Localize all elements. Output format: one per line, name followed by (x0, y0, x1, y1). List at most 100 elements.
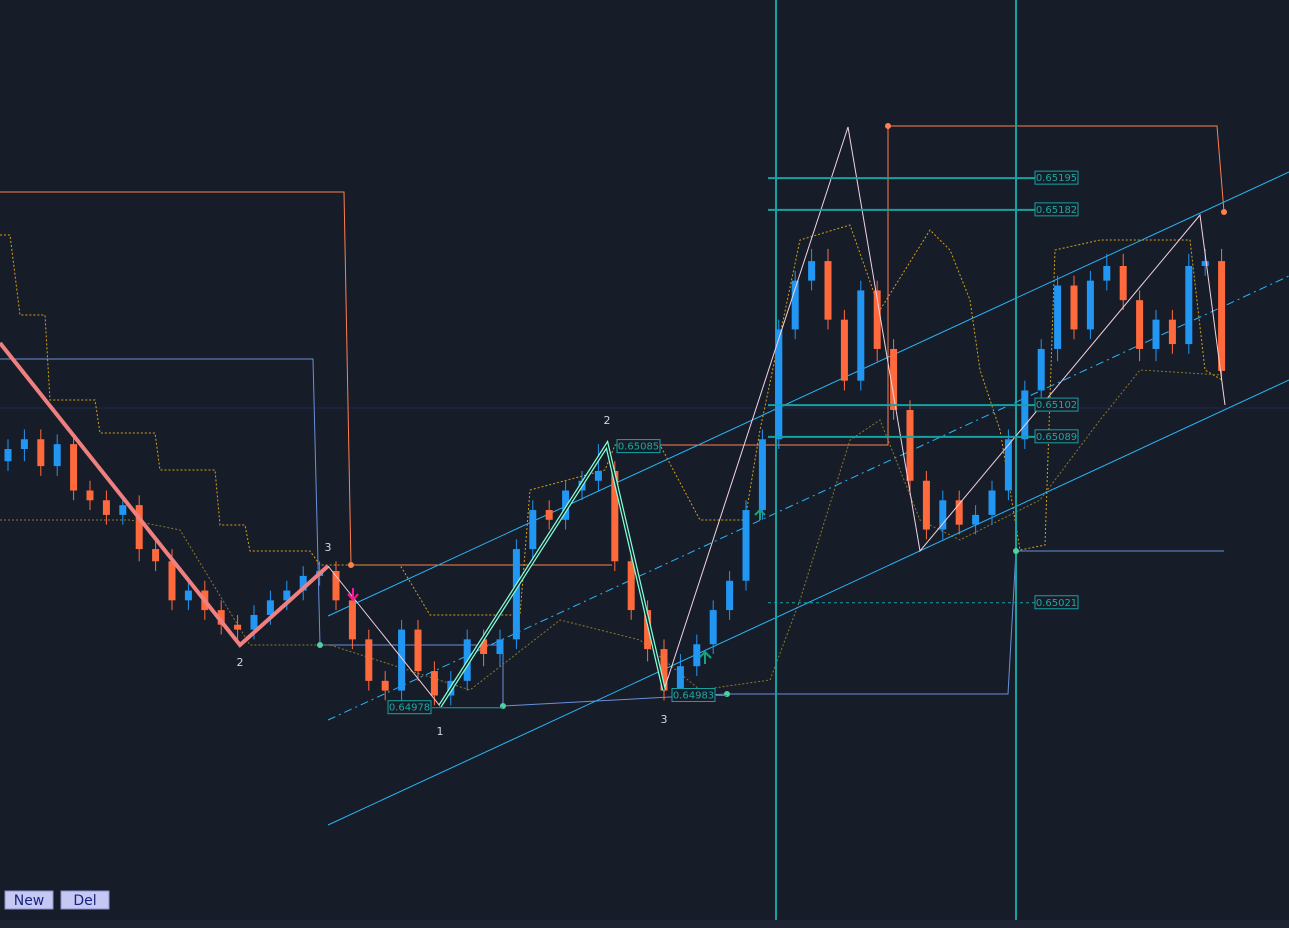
candle-body (102, 500, 110, 515)
price-label: 0.65021 (1036, 598, 1077, 609)
channel-mid (327, 275, 1289, 721)
price-levels: 0.65195 0.65182 0.65102 0.65089 0.65021 0.649… (387, 170, 1079, 715)
candle-body (627, 561, 635, 611)
price-label-box (1034, 595, 1079, 610)
candle-body (348, 600, 356, 640)
candle-body (4, 449, 12, 462)
candle-body (430, 671, 438, 696)
pivot-dot (1221, 209, 1227, 215)
candle-body (529, 510, 537, 550)
candle-body (1004, 439, 1012, 491)
pivot-dot (317, 642, 323, 648)
candle-body (972, 514, 980, 525)
price-label-box (1034, 202, 1079, 217)
candle-body (594, 470, 602, 481)
candle-body (86, 490, 94, 501)
zigzag (0, 123, 1227, 709)
channel-upper (327, 171, 1289, 617)
candle-body (381, 680, 389, 691)
candle-body (562, 490, 570, 520)
candle-body (398, 629, 406, 691)
pivot-dot (1013, 548, 1019, 554)
candle-body (37, 439, 45, 467)
wave-label: 2 (604, 414, 611, 427)
price-label: 0.65195 (1036, 173, 1077, 184)
del-button[interactable] (60, 890, 110, 910)
candle-body (1201, 261, 1209, 266)
price-label-box (387, 700, 432, 715)
candle-body (955, 500, 963, 525)
candle-body (545, 510, 553, 520)
candle-body (168, 561, 176, 601)
wave-labels: 2 3 2 1 3 (237, 414, 668, 738)
candle-body (709, 610, 717, 645)
candle-body (1119, 265, 1127, 301)
new-button[interactable] (4, 890, 54, 910)
price-label: 0.65089 (1036, 432, 1077, 443)
time-axis (0, 920, 1289, 928)
pivot-dot (885, 123, 891, 129)
candle-body (1037, 348, 1045, 391)
candle-body (299, 575, 307, 591)
candle-body (808, 261, 816, 281)
candle-body (20, 439, 28, 450)
candle-body (250, 614, 258, 630)
candle-body (496, 639, 504, 655)
candle-body (922, 480, 930, 530)
candle-body (414, 629, 422, 672)
candle-body (53, 444, 61, 467)
pivot-dot (348, 562, 354, 568)
candle-body (693, 644, 701, 667)
candle-body (1021, 390, 1029, 440)
channel-lower (327, 379, 1289, 826)
candle-body (365, 639, 373, 681)
del-button-label[interactable]: Del (73, 893, 96, 909)
toolbar: New Del (4, 890, 110, 910)
candle-body (988, 490, 996, 515)
wave-label: 1 (437, 725, 444, 738)
candle-body (824, 261, 832, 320)
price-label: 0.64978 (389, 703, 430, 714)
candle-body (119, 505, 127, 515)
candle-body (266, 600, 274, 615)
pivot-dot (724, 691, 730, 697)
candle-body (775, 329, 783, 440)
envelope-lower (0, 369, 1221, 691)
resistance-line (0, 191, 612, 566)
wave-label: 3 (325, 541, 332, 554)
price-label: 0.65085 (618, 442, 659, 453)
wave-label: 3 (661, 713, 668, 726)
candle-body (742, 510, 750, 581)
candle-body (184, 590, 192, 601)
wave-label: 2 (237, 656, 244, 669)
candle-body (217, 610, 225, 625)
wave-highlight-inner (439, 443, 665, 707)
candle-body (152, 549, 160, 562)
candle-body (1136, 300, 1144, 349)
candle-body (1086, 280, 1094, 330)
candle-body (70, 444, 78, 491)
candle-body (1054, 285, 1062, 349)
candles (4, 248, 1226, 706)
price-label-box (671, 687, 716, 702)
candle-body (873, 290, 881, 349)
candle-body (512, 549, 520, 640)
candle-body (1218, 261, 1226, 371)
price-label-box (1034, 170, 1079, 185)
candle-body (1185, 265, 1193, 345)
candle-body (644, 610, 652, 650)
candle-body (890, 348, 898, 410)
price-label-box (1034, 397, 1079, 412)
candle-body (480, 639, 488, 655)
new-button-label[interactable]: New (14, 893, 45, 909)
candle-body (283, 590, 291, 601)
candle-body (611, 470, 619, 562)
price-label-box (1034, 429, 1079, 444)
buy-arrow (698, 650, 712, 664)
price-label: 0.65182 (1036, 205, 1077, 216)
candle-body (791, 280, 799, 330)
candle-body (840, 319, 848, 381)
